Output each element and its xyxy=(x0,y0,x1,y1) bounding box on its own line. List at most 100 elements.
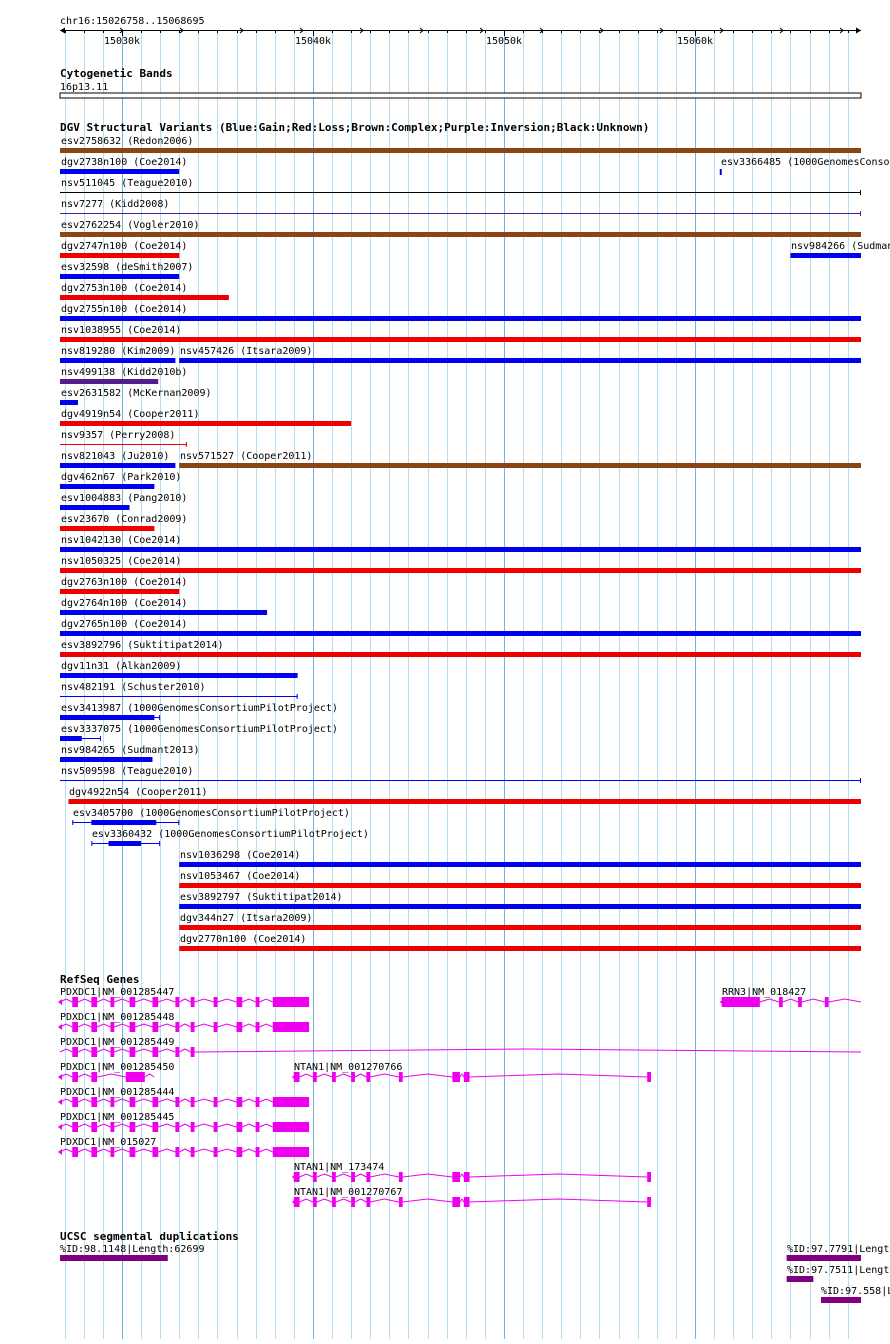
dgv-feature-bar[interactable] xyxy=(60,232,861,237)
refseq-gene[interactable]: PDXDC1|NM_015027 xyxy=(58,1137,310,1157)
refseq-exon[interactable] xyxy=(255,997,260,1007)
refseq-exon[interactable] xyxy=(129,1097,136,1107)
refseq-exon[interactable] xyxy=(293,1197,300,1207)
cytogenetic-bands-track[interactable]: Cytogenetic Bands 16p13.11 xyxy=(59,67,862,99)
dgv-feature-bar[interactable] xyxy=(60,610,268,615)
refseq-exon[interactable] xyxy=(129,1122,136,1132)
refseq-exon[interactable] xyxy=(647,1072,651,1082)
refseq-exon[interactable] xyxy=(129,1147,136,1157)
dgv-feature-bar[interactable] xyxy=(60,421,352,426)
refseq-exon[interactable] xyxy=(213,997,218,1007)
refseq-exon[interactable] xyxy=(213,1022,218,1032)
dgv-feature-bar[interactable] xyxy=(60,673,298,678)
refseq-exon[interactable] xyxy=(351,1072,355,1082)
refseq-exon[interactable] xyxy=(152,1047,159,1057)
dgv-feature-bar[interactable] xyxy=(60,400,78,405)
dgv-feature-bar[interactable] xyxy=(60,631,861,636)
refseq-exon[interactable] xyxy=(190,1022,195,1032)
refseq-exon[interactable] xyxy=(236,1022,243,1032)
refseq-exon[interactable] xyxy=(91,1047,98,1057)
dgv-feature-bar[interactable] xyxy=(60,547,861,552)
dgv-feature[interactable]: dgv4919n54 (Cooper2011) xyxy=(60,409,352,426)
segdup-feature-bar[interactable] xyxy=(60,1255,168,1261)
refseq-exon[interactable] xyxy=(452,1072,460,1082)
refseq-gene[interactable]: RRN3|NM_018427 xyxy=(719,987,862,1007)
refseq-exon[interactable] xyxy=(72,997,78,1007)
refseq-exon[interactable] xyxy=(293,1072,300,1082)
segmental-duplications-track[interactable]: UCSC segmental duplications%ID:98.1148|L… xyxy=(60,1230,890,1303)
refseq-exon[interactable] xyxy=(213,1122,218,1132)
dgv-feature[interactable]: dgv462n67 (Park2010) xyxy=(60,472,181,489)
refseq-gene[interactable]: PDXDC1|NM_001285447 xyxy=(58,987,310,1007)
segdup-feature[interactable]: %ID:97.7511|Length:13 xyxy=(786,1265,890,1282)
dgv-feature[interactable]: esv3892796 (Suktitipat2014) xyxy=(60,640,861,657)
refseq-exon[interactable] xyxy=(91,1147,98,1157)
dgv-feature-bar[interactable] xyxy=(60,736,82,741)
dgv-feature-bar[interactable] xyxy=(60,568,861,573)
refseq-exon[interactable] xyxy=(351,1197,355,1207)
refseq-exon[interactable] xyxy=(272,1122,310,1132)
refseq-gene[interactable]: NTAN1|NM_001270767 xyxy=(291,1187,651,1207)
dgv-feature[interactable]: dgv2764n100 (Coe2014) xyxy=(60,598,268,615)
dgv-feature-bar[interactable] xyxy=(60,337,861,342)
dgv-feature-bar[interactable] xyxy=(60,169,180,174)
dgv-feature[interactable]: nsv821043 (Ju2010) xyxy=(60,451,176,468)
dgv-feature[interactable]: dgv2770n100 (Coe2014) xyxy=(179,934,862,951)
refseq-exon[interactable] xyxy=(110,1022,115,1032)
refseq-exon[interactable] xyxy=(190,1047,195,1057)
dgv-feature-bar[interactable] xyxy=(60,505,130,510)
refseq-exon[interactable] xyxy=(332,1172,336,1182)
refseq-exon[interactable] xyxy=(190,1147,195,1157)
refseq-exon[interactable] xyxy=(351,1172,355,1182)
refseq-exon[interactable] xyxy=(91,1022,98,1032)
dgv-feature[interactable]: esv3892797 (Suktitipat2014) xyxy=(179,892,862,909)
refseq-exon[interactable] xyxy=(452,1172,460,1182)
refseq-exon[interactable] xyxy=(366,1197,371,1207)
dgv-feature[interactable]: esv3405700 (1000GenomesConsortiumPilotPr… xyxy=(72,808,350,825)
refseq-exon[interactable] xyxy=(175,1122,180,1132)
dgv-feature-bar[interactable] xyxy=(179,904,862,909)
refseq-exon[interactable] xyxy=(236,1097,243,1107)
refseq-exon[interactable] xyxy=(129,1022,136,1032)
segdup-feature-bar[interactable] xyxy=(786,1255,861,1261)
refseq-exon[interactable] xyxy=(236,1147,243,1157)
refseq-exon[interactable] xyxy=(152,1122,159,1132)
dgv-feature[interactable]: nsv457426 (Itsara2009) xyxy=(179,346,862,363)
refseq-exon[interactable] xyxy=(72,1022,78,1032)
refseq-exon[interactable] xyxy=(798,997,802,1007)
dgv-feature[interactable]: esv2631582 (McKernan2009) xyxy=(60,388,212,405)
refseq-exon[interactable] xyxy=(129,997,136,1007)
dgv-feature[interactable]: esv3360432 (1000GenomesConsortiumPilotPr… xyxy=(91,829,369,846)
dgv-feature-bar[interactable] xyxy=(60,148,861,153)
refseq-exon[interactable] xyxy=(332,1197,336,1207)
refseq-exon[interactable] xyxy=(463,1197,470,1207)
dgv-feature[interactable]: esv2758632 (Redon2006) xyxy=(60,136,861,153)
refseq-exon[interactable] xyxy=(72,1122,78,1132)
refseq-exon[interactable] xyxy=(366,1172,371,1182)
refseq-exon[interactable] xyxy=(125,1072,145,1082)
refseq-exon[interactable] xyxy=(255,1122,260,1132)
dgv-feature[interactable]: dgv2738n100 (Coe2014) xyxy=(60,157,187,174)
dgv-feature-bar[interactable] xyxy=(179,946,862,951)
refseq-gene[interactable]: PDXDC1|NM_001285448 xyxy=(58,1012,310,1032)
dgv-feature[interactable]: nsv984265 (Sudmant2013) xyxy=(60,745,199,762)
refseq-exon[interactable] xyxy=(72,1072,78,1082)
dgv-feature[interactable]: nsv1053467 (Coe2014) xyxy=(179,871,862,888)
refseq-exon[interactable] xyxy=(152,997,159,1007)
refseq-exon[interactable] xyxy=(72,1097,78,1107)
dgv-feature-bar[interactable] xyxy=(179,883,862,888)
dgv-feature[interactable]: esv23670 (Conrad2009) xyxy=(60,514,187,531)
dgv-feature[interactable]: esv2762254 (Vogler2010) xyxy=(60,220,861,237)
dgv-feature-bar[interactable] xyxy=(179,463,862,468)
dgv-feature-bar[interactable] xyxy=(60,274,180,279)
dgv-feature-bar[interactable] xyxy=(91,820,157,825)
refseq-gene[interactable]: NTAN1|NM_173474 xyxy=(291,1162,651,1182)
refseq-exon[interactable] xyxy=(91,1097,98,1107)
dgv-feature[interactable]: esv3337075 (1000GenomesConsortiumPilotPr… xyxy=(60,724,338,741)
refseq-exon[interactable] xyxy=(175,1047,180,1057)
refseq-exon[interactable] xyxy=(721,997,760,1007)
refseq-exon[interactable] xyxy=(272,1097,310,1107)
dgv-feature[interactable]: esv3413987 (1000GenomesConsortiumPilotPr… xyxy=(60,703,338,720)
dgv-feature[interactable]: esv32598 (deSmith2007) xyxy=(60,262,193,279)
dgv-feature-bar[interactable] xyxy=(108,841,142,846)
